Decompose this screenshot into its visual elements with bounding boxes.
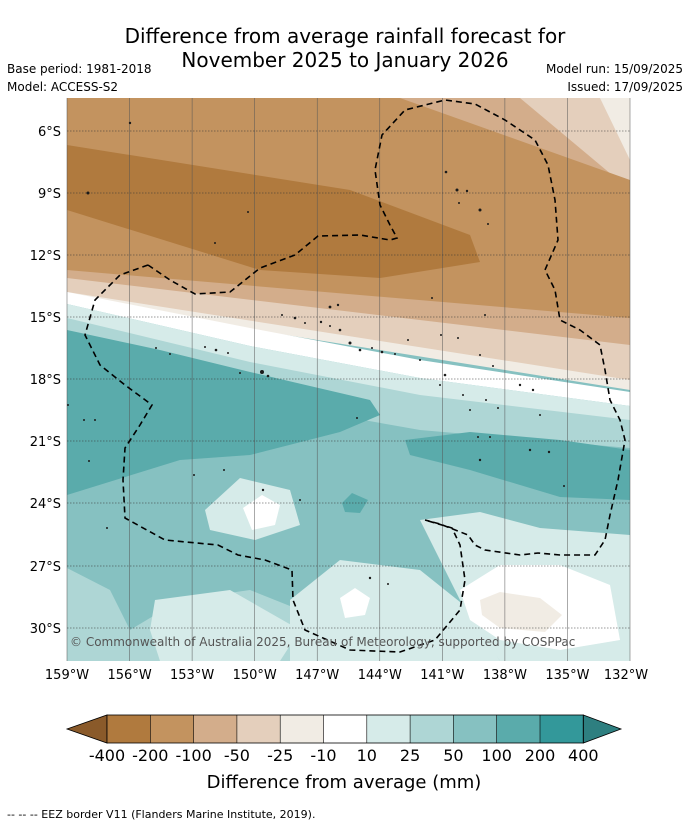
title-line-2: November 2025 to January 2026 (181, 48, 509, 72)
colorbar-tick: -200 (132, 746, 168, 765)
issued-text: Issued: 17/09/2025 (567, 80, 683, 94)
chart-title: Difference from average rainfall forecas… (0, 24, 690, 72)
colorbar-tick: 200 (525, 746, 556, 765)
title-line-1: Difference from average rainfall forecas… (124, 24, 566, 48)
colorbar-title: Difference from average (mm) (207, 772, 482, 793)
colorbar-tick: -400 (89, 746, 125, 765)
lon-label: 144°W (358, 668, 402, 683)
colorbar-swatch (323, 715, 367, 743)
run-info: Model run: 15/09/2025 Issued: 17/09/2025 (546, 60, 683, 96)
lat-label: 6°S (38, 125, 61, 140)
colorbar-swatch (280, 715, 324, 743)
lon-label: 159°W (45, 668, 89, 683)
colorbar (65, 714, 623, 744)
colorbar-tick-labels: -400 -200 -100 -50 -25 -10 10 25 50 100 … (89, 746, 599, 765)
lon-label: 147°W (295, 668, 339, 683)
lat-label: 12°S (30, 249, 61, 264)
latitude-lines (67, 130, 630, 629)
colorbar-swatch (193, 715, 237, 743)
lat-label: 18°S (30, 373, 61, 388)
lon-label: 153°W (170, 668, 214, 683)
lon-label: 135°W (545, 668, 589, 683)
colorbar-swatch (236, 715, 281, 743)
colorbar-swatch (410, 715, 454, 743)
eez-footnote: -- -- -- EEZ border V11 (Flanders Marine… (7, 808, 316, 821)
colorbar-min-arrow (65, 714, 108, 744)
colorbar-tick: -25 (267, 746, 293, 765)
colorbar-tick: 400 (568, 746, 599, 765)
colorbar-tick: 100 (481, 746, 512, 765)
lon-label: 156°W (108, 668, 152, 683)
lon-label: 132°W (604, 668, 648, 683)
colorbar-swatch (150, 715, 194, 743)
longitude-labels: 159°W 156°W 153°W 150°W 147°W 144°W 141°… (45, 668, 648, 683)
colorbar-tick: 10 (357, 746, 377, 765)
lat-label: 21°S (30, 435, 61, 450)
base-period-text: Base period: 1981-2018 (7, 62, 152, 76)
copyright-text: © Commonwealth of Australia 2025, Bureau… (70, 635, 575, 649)
lat-label: 15°S (30, 311, 61, 326)
colorbar-tick: 50 (443, 746, 463, 765)
colorbar-tick: -50 (224, 746, 250, 765)
colorbar-max-arrow (582, 714, 623, 744)
graticule (66, 98, 631, 661)
model-name-text: Model: ACCESS-S2 (7, 80, 119, 94)
islands (67, 121, 565, 585)
colorbar-swatch (453, 715, 497, 743)
colorbar-swatch (366, 715, 411, 743)
lat-label: 9°S (38, 187, 61, 202)
colorbar-swatch (496, 715, 540, 743)
colorbar-tick: -10 (310, 746, 336, 765)
colorbar-swatch (107, 715, 151, 743)
eez-border (84, 99, 626, 653)
colorbar-tick: 25 (400, 746, 420, 765)
lon-label: 150°W (233, 668, 277, 683)
lat-label: 24°S (30, 497, 61, 512)
model-info: Base period: 1981-2018 Model: ACCESS-S2 (7, 60, 152, 96)
lon-label: 141°W (420, 668, 464, 683)
latitude-labels: 6°S 9°S 12°S 15°S 18°S 21°S 24°S 27°S 30… (30, 125, 61, 637)
lat-label: 30°S (30, 622, 61, 637)
model-run-text: Model run: 15/09/2025 (545, 62, 683, 76)
rainfall-anomaly-field (67, 98, 630, 661)
colorbar-tick: -100 (175, 746, 211, 765)
lat-label: 27°S (30, 560, 61, 575)
lon-label: 138°W (483, 668, 527, 683)
colorbar-swatch (540, 715, 584, 743)
